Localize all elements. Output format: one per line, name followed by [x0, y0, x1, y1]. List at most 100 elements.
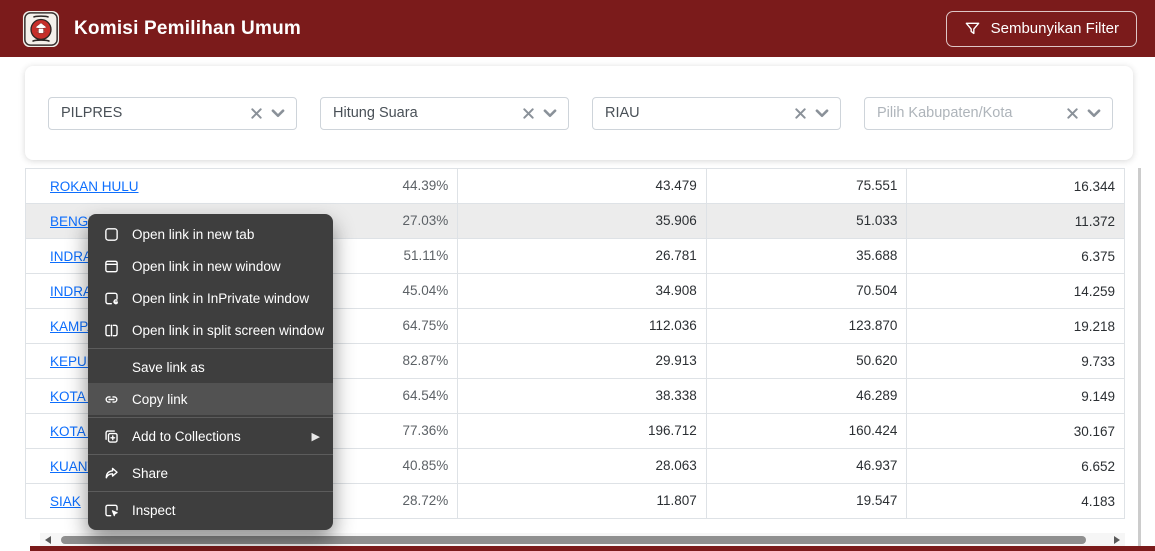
chevron-down-icon	[543, 108, 557, 118]
split-screen-icon	[103, 322, 120, 339]
vertical-scrollbar[interactable]	[1138, 168, 1141, 546]
percentage-cell: 27.03%	[340, 204, 459, 238]
context-menu-item[interactable]: Add to Collections ▶	[88, 420, 333, 452]
votes-cell-2: 35.688	[707, 239, 908, 273]
percentage-cell: 40.85%	[340, 449, 459, 483]
inspect-icon	[103, 502, 120, 519]
new-tab-icon	[103, 226, 120, 243]
context-menu-item[interactable]: Open link in InPrivate window	[88, 282, 333, 314]
clear-icon[interactable]	[523, 107, 534, 119]
new-window-icon	[103, 258, 120, 275]
votes-cell-1: 38.338	[458, 379, 707, 413]
votes-cell-3: 14.259	[1073, 283, 1115, 299]
horizontal-scrollbar-track[interactable]	[56, 533, 1109, 547]
context-menu-item[interactable]: Copy link	[88, 383, 333, 415]
votes-cell-3: 9.733	[1081, 353, 1115, 369]
context-menu-separator	[88, 348, 333, 349]
app-header: Komisi Pemilihan Umum Sembunyikan Filter	[0, 0, 1155, 57]
percentage-cell: 77.36%	[340, 414, 459, 448]
votes-cell-3: 30.167	[1073, 423, 1115, 439]
votes-cell-1: 11.807	[458, 484, 707, 518]
share-icon	[103, 465, 120, 482]
filter-select-value: PILPRES	[61, 105, 123, 121]
clear-icon[interactable]	[795, 107, 806, 119]
filter-provinsi[interactable]: RIAU	[592, 96, 841, 130]
percentage-cell: 45.04%	[340, 274, 459, 308]
context-menu-item[interactable]: Open link in new window	[88, 250, 333, 282]
chevron-down-icon	[271, 108, 285, 118]
clear-icon[interactable]	[251, 107, 262, 119]
percentage-cell: 28.72%	[340, 484, 459, 518]
page-title: Komisi Pemilihan Umum	[74, 17, 301, 39]
footer-strip	[30, 546, 1155, 551]
table-row: ROKAN HULU 44.39% 43.479 75.551 16.344	[26, 169, 1124, 204]
votes-cell-1: 29.913	[458, 344, 707, 378]
votes-cell-3: 11.372	[1074, 213, 1115, 229]
horizontal-scrollbar-thumb[interactable]	[61, 536, 1086, 544]
clear-icon[interactable]	[1067, 107, 1078, 119]
context-menu-item[interactable]: Open link in split screen window	[88, 314, 333, 346]
votes-cell-3: 9.149	[1081, 388, 1115, 404]
percentage-cell: 82.87%	[340, 344, 459, 378]
votes-cell-3: 6.375	[1081, 248, 1115, 264]
context-menu-separator	[88, 454, 333, 455]
votes-cell-2: 46.289	[707, 379, 908, 413]
context-menu-separator	[88, 417, 333, 418]
context-menu-separator	[88, 491, 333, 492]
filter-jenis-data[interactable]: Hitung Suara	[320, 96, 569, 130]
filter-panel: PILPRES Hitung Suara RIAU	[25, 66, 1133, 160]
region-cell: ROKAN HULU	[26, 179, 340, 194]
region-link[interactable]: ROKAN HULU	[50, 178, 139, 194]
votes-cell-1: 112.036	[458, 309, 707, 343]
collections-icon	[103, 428, 120, 445]
scroll-left-arrow-icon[interactable]	[40, 533, 56, 547]
votes-cell-2: 19.547	[707, 484, 908, 518]
no-icon-spacer	[103, 359, 120, 376]
region-link[interactable]: SIAK	[50, 493, 81, 509]
votes-cell-3: 19.218	[1073, 318, 1115, 334]
scroll-right-arrow-icon[interactable]	[1109, 533, 1125, 547]
votes-cell-1: 28.063	[458, 449, 707, 483]
context-menu-item[interactable]: Save link as	[88, 351, 333, 383]
hide-filter-button[interactable]: Sembunyikan Filter	[945, 10, 1137, 47]
filter-select-value: RIAU	[605, 105, 640, 121]
percentage-cell: 44.39%	[340, 169, 459, 203]
region-cell: SIAK	[26, 494, 340, 509]
filter-select-value: Hitung Suara	[333, 105, 418, 121]
chevron-down-icon	[1087, 108, 1101, 118]
votes-cell-3: 16.344	[1073, 178, 1115, 194]
percentage-cell: 64.75%	[340, 309, 459, 343]
votes-cell-1: 43.479	[458, 169, 707, 203]
filter-kabupaten[interactable]: Pilih Kabupaten/Kota	[864, 96, 1113, 130]
context-menu-item[interactable]: Open link in new tab	[88, 218, 333, 250]
hide-filter-label: Sembunyikan Filter	[990, 20, 1119, 37]
context-menu-item[interactable]: Share	[88, 457, 333, 489]
inprivate-icon	[103, 290, 120, 307]
votes-cell-1: 35.906	[458, 204, 707, 238]
filter-select-value: Pilih Kabupaten/Kota	[877, 105, 1013, 121]
votes-cell-2: 75.551	[707, 169, 908, 203]
filter-jenis-pemilu[interactable]: PILPRES	[48, 96, 297, 130]
context-menu-item[interactable]: Inspect	[88, 494, 333, 526]
votes-cell-2: 70.504	[707, 274, 908, 308]
votes-cell-3: 4.183	[1081, 493, 1115, 509]
link-icon	[103, 391, 120, 408]
votes-cell-1: 26.781	[458, 239, 707, 273]
votes-cell-1: 196.712	[458, 414, 707, 448]
context-menu: Open link in new tab Open link in new wi…	[88, 214, 333, 530]
chevron-down-icon	[815, 108, 829, 118]
percentage-cell: 51.11%	[340, 239, 459, 273]
submenu-caret-icon: ▶	[311, 430, 320, 443]
kpu-logo	[22, 10, 60, 47]
percentage-cell: 64.54%	[340, 379, 459, 413]
horizontal-scrollbar	[40, 533, 1125, 547]
votes-cell-2: 46.937	[707, 449, 908, 483]
votes-cell-1: 34.908	[458, 274, 707, 308]
votes-cell-2: 123.870	[707, 309, 908, 343]
votes-cell-2: 51.033	[707, 204, 908, 238]
funnel-icon	[965, 22, 979, 35]
votes-cell-2: 160.424	[707, 414, 908, 448]
votes-cell-3: 6.652	[1081, 458, 1115, 474]
votes-cell-2: 50.620	[707, 344, 908, 378]
